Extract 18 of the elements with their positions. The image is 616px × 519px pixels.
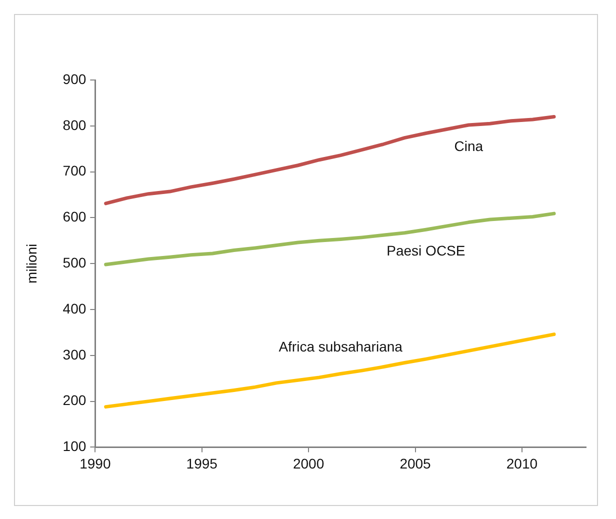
series-label: Paesi OCSE	[386, 242, 466, 258]
y-tick-label: 400	[62, 300, 86, 316]
y-tick-label: 800	[62, 116, 86, 133]
y-tick-label: 500	[62, 254, 86, 270]
y-tick-label: 600	[62, 208, 86, 225]
x-tick-label: 2005	[400, 455, 432, 472]
y-tick-label: 200	[62, 392, 86, 408]
y-tick-label: 900	[62, 70, 86, 87]
x-tick-label: 1995	[186, 455, 218, 472]
y-tick-label: 100	[62, 438, 86, 454]
x-tick-label: 2000	[292, 455, 324, 472]
series-label: Africa subsahariana	[278, 338, 403, 355]
y-axis-title: milioni	[23, 244, 40, 284]
x-tick-label: 2010	[506, 455, 538, 472]
x-tick-label: 1990	[80, 455, 111, 472]
series-label: Cina	[454, 138, 484, 154]
y-tick-label: 700	[62, 162, 86, 179]
y-tick-label: 300	[62, 346, 86, 362]
